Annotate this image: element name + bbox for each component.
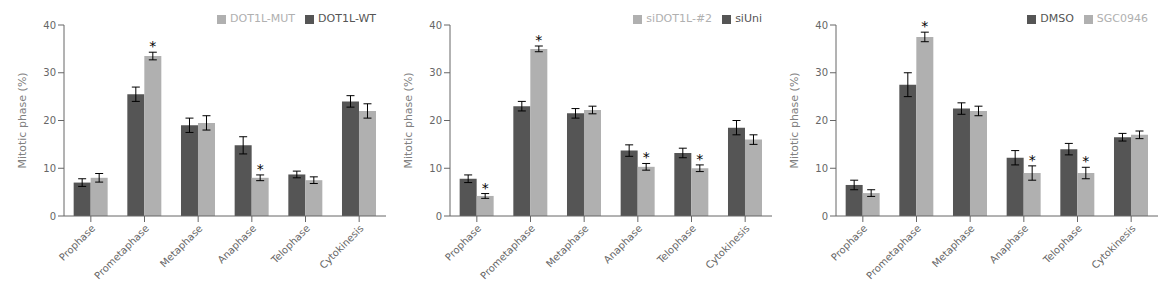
svg-text:0: 0 [822, 211, 828, 222]
html-text:DOT1L-WT: DOT1L-WT [318, 12, 376, 25]
svg-text:40: 40 [815, 20, 828, 31]
svg-text:Metaphase: Metaphase [158, 223, 205, 270]
svg-text:Anaphase: Anaphase [601, 223, 644, 266]
svg-text:Cytokinesis: Cytokinesis [1089, 223, 1137, 271]
svg-text:30: 30 [43, 67, 56, 78]
svg-text:40: 40 [43, 20, 56, 31]
svg-text:10: 10 [43, 163, 56, 174]
svg-text:Mitotic phase (%): Mitotic phase (%) [16, 72, 29, 168]
svg-text:*: * [696, 151, 703, 167]
svg-text:*: * [257, 161, 264, 177]
svg-text:Mitotic phase (%): Mitotic phase (%) [788, 72, 801, 168]
svg-text:Cytokinesis: Cytokinesis [317, 223, 365, 271]
svg-text:30: 30 [815, 67, 828, 78]
svg-text:Prophase: Prophase [443, 223, 483, 263]
svg-text:Prometaphase: Prometaphase [92, 223, 151, 282]
html-text:siDOT1L-#2: siDOT1L-#2 [646, 12, 713, 25]
svg-text:Mitotic phase (%): Mitotic phase (%) [402, 72, 415, 168]
svg-text:40: 40 [429, 20, 442, 31]
svg-text:Prophase: Prophase [829, 223, 869, 263]
svg-text:Prophase: Prophase [57, 223, 97, 263]
html-text:DMSO: DMSO [1040, 12, 1074, 25]
svg-text:Metaphase: Metaphase [544, 223, 591, 270]
svg-text:20: 20 [43, 115, 56, 126]
html-text:SGC0946: SGC0946 [1096, 12, 1148, 25]
svg-text:*: * [1029, 152, 1036, 168]
svg-text:Cytokinesis: Cytokinesis [703, 223, 751, 271]
svg-text:*: * [1082, 153, 1089, 169]
svg-text:Metaphase: Metaphase [930, 223, 977, 270]
svg-text:0: 0 [50, 211, 56, 222]
svg-text:Prometaphase: Prometaphase [478, 223, 537, 282]
svg-text:Telophase: Telophase [268, 223, 312, 267]
svg-text:0: 0 [436, 211, 442, 222]
svg-text:Telophase: Telophase [1040, 223, 1084, 267]
svg-text:*: * [921, 18, 928, 34]
svg-text:10: 10 [429, 163, 442, 174]
svg-text:Prometaphase: Prometaphase [864, 223, 923, 282]
svg-text:*: * [643, 149, 650, 165]
svg-text:10: 10 [815, 163, 828, 174]
svg-text:30: 30 [429, 67, 442, 78]
svg-text:Anaphase: Anaphase [215, 223, 258, 266]
svg-text:*: * [482, 180, 489, 196]
svg-text:20: 20 [429, 115, 442, 126]
svg-text:20: 20 [815, 115, 828, 126]
svg-text:*: * [535, 32, 542, 48]
svg-text:Telophase: Telophase [654, 223, 698, 267]
svg-text:Anaphase: Anaphase [987, 223, 1030, 266]
svg-text:*: * [149, 38, 156, 54]
html-text:DOT1L-MUT: DOT1L-MUT [230, 12, 296, 25]
html-text:siUni: siUni [735, 12, 762, 25]
